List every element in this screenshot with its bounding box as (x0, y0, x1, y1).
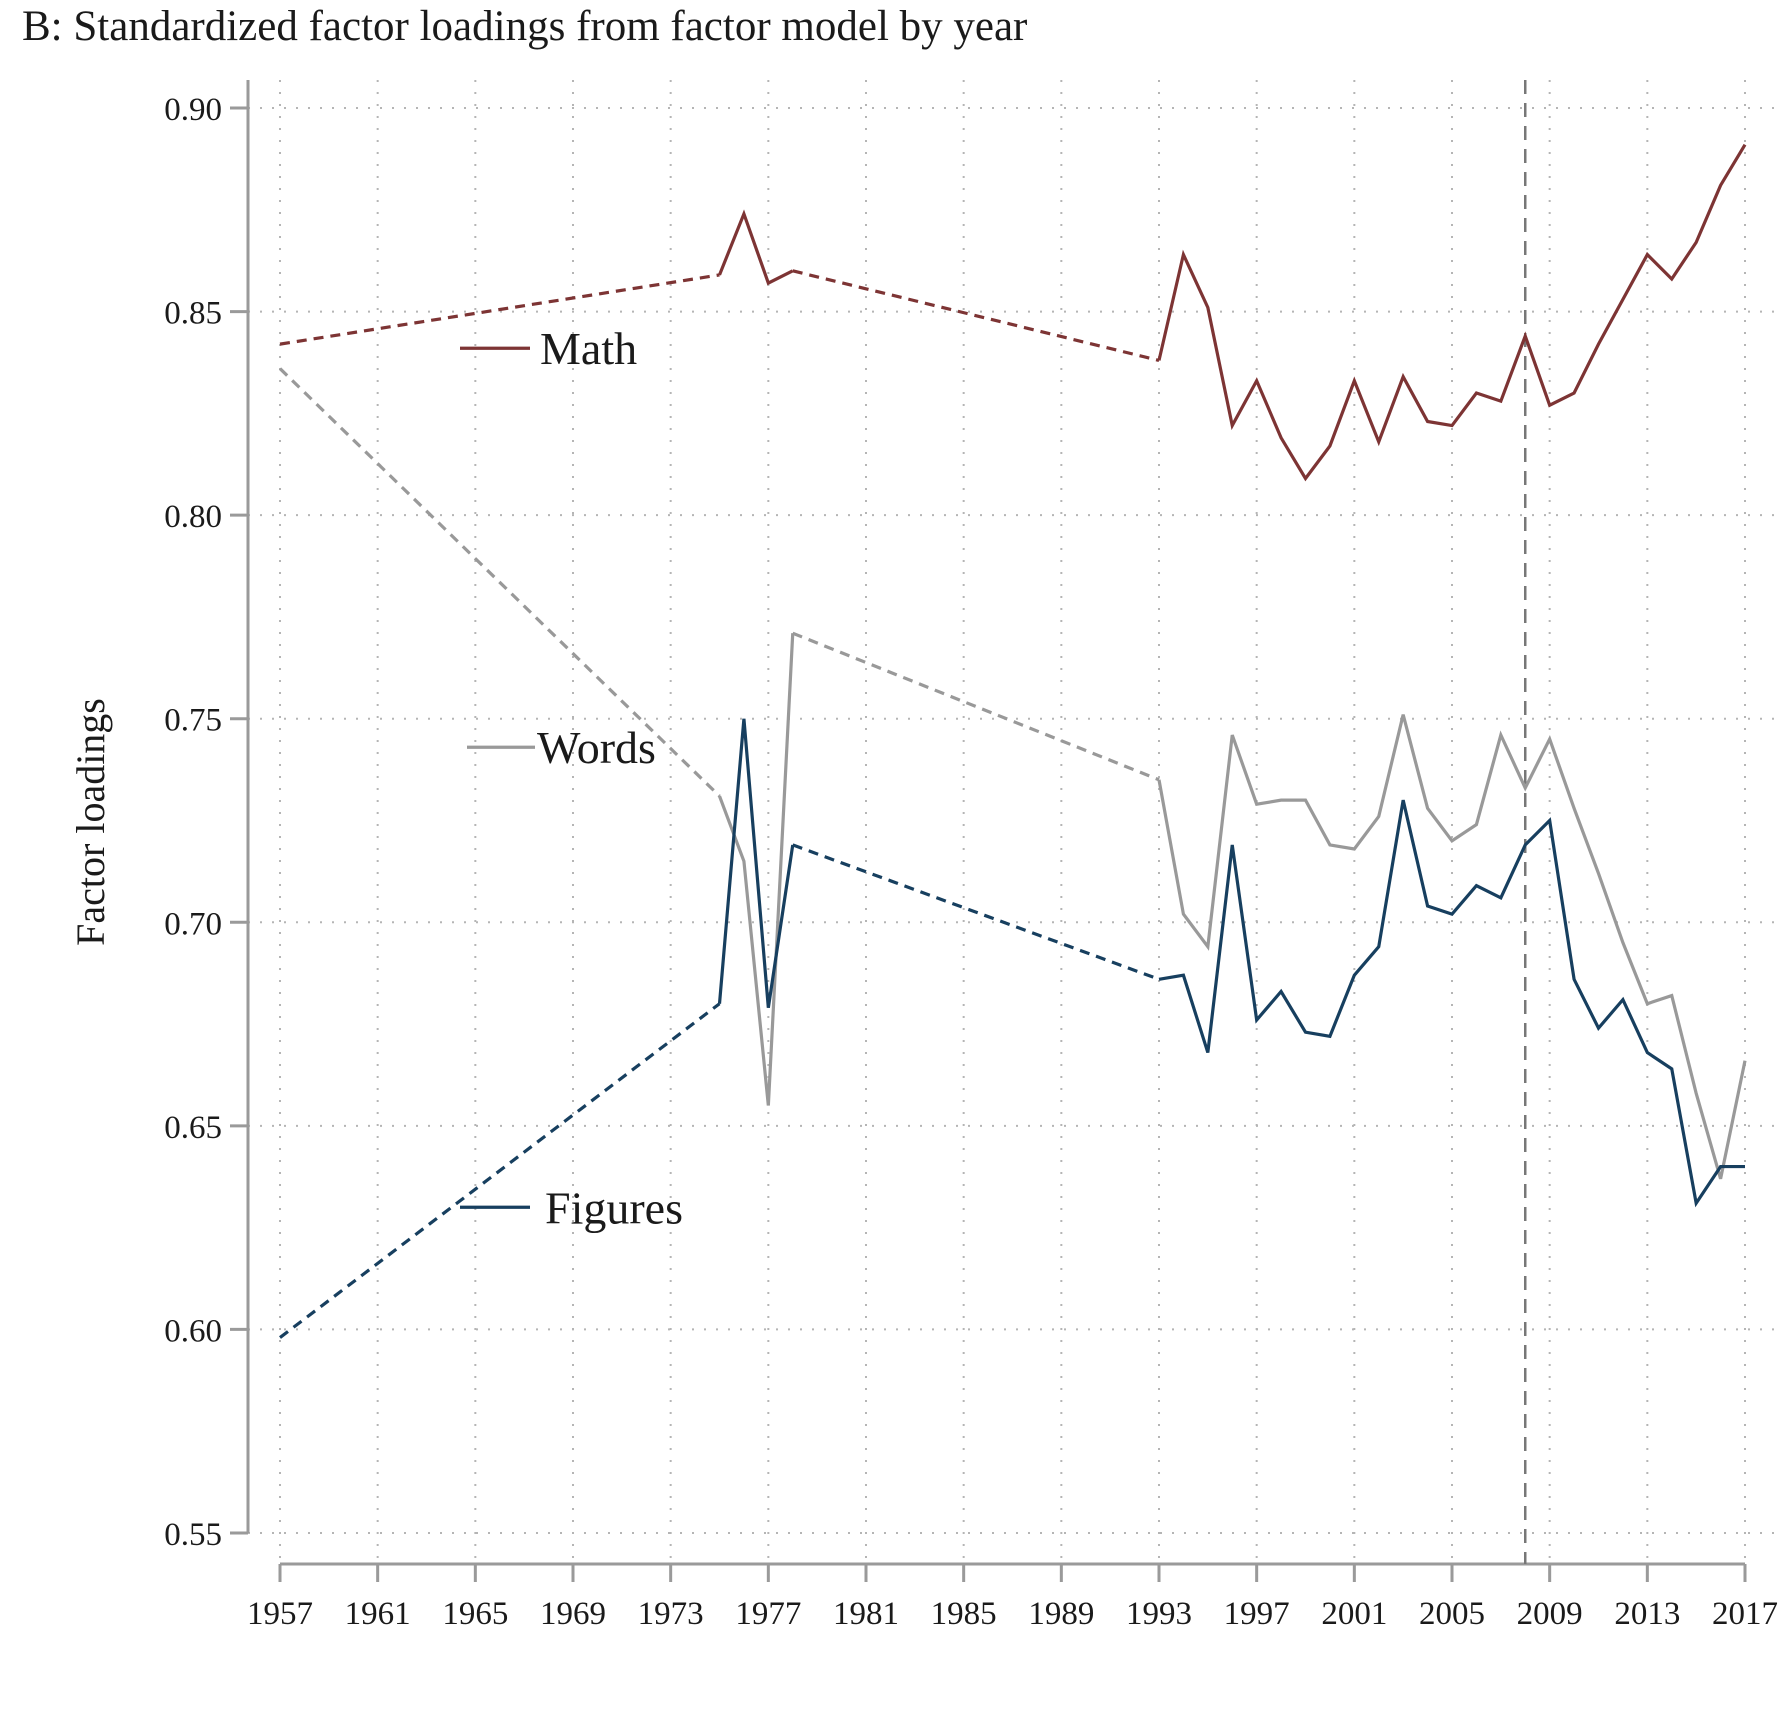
y-tick-label: 0.90 (164, 92, 222, 128)
x-tick-label: 1981 (833, 1596, 899, 1632)
x-tick-label: 1977 (735, 1596, 801, 1632)
series-line-figures (1158, 799, 1745, 1208)
grid-lines (248, 80, 1784, 1564)
x-tick-label: 1985 (931, 1596, 997, 1632)
y-tick-label: 0.75 (164, 703, 222, 739)
series-line-words (1157, 714, 1747, 1180)
series-line-words (718, 633, 795, 1106)
axes: 0.55 0.60 0.65 0.70 0.75 0.80 0.85 0.90 1957 1961… (164, 80, 1778, 1632)
x-tick-label: 2017 (1712, 1596, 1778, 1632)
series-line-math (1157, 143, 1747, 482)
series-dashed-math (279, 273, 720, 346)
chart-title: B: Standardized factor loadings from fac… (22, 3, 1028, 50)
x-tick-label: 1965 (442, 1596, 508, 1632)
x-tick-label: 2005 (1419, 1596, 1485, 1632)
y-axis-label: Factor loadings (68, 698, 113, 946)
series-line-figures (717, 718, 795, 1009)
y-tick-label: 0.65 (164, 1110, 222, 1146)
series-dashed-words (792, 631, 1160, 782)
y-tick-label: 0.60 (164, 1313, 222, 1349)
y-tick-label: 0.85 (164, 296, 222, 332)
x-tick-label: 2001 (1321, 1596, 1387, 1632)
x-tick-label: 1993 (1126, 1596, 1192, 1632)
x-tick-label: 1973 (638, 1596, 704, 1632)
series-dashed-words (278, 367, 721, 798)
series-dashed-figures (279, 1002, 721, 1339)
legend-label-math: Math (540, 323, 637, 374)
legend: Math Words Figures (460, 323, 683, 1233)
x-tick-label: 1997 (1224, 1596, 1290, 1632)
x-tick-label: 1961 (345, 1596, 411, 1632)
legend-label-words: Words (537, 722, 656, 773)
x-tick-label: 1957 (247, 1596, 313, 1632)
x-tick-label: 2009 (1517, 1596, 1583, 1632)
x-tick-label: 1989 (1028, 1596, 1094, 1632)
x-tick-label: 2013 (1614, 1596, 1680, 1632)
series-line-math (718, 209, 794, 286)
y-tick-label: 0.55 (164, 1517, 222, 1553)
series-lines (278, 143, 1747, 1339)
y-tick-label: 0.80 (164, 499, 222, 535)
y-tick-label: 0.70 (164, 906, 222, 942)
x-tick-label: 1969 (540, 1596, 606, 1632)
legend-label-figures: Figures (545, 1182, 683, 1233)
series-dashed-figures (792, 843, 1160, 981)
series-dashed-math (792, 269, 1160, 362)
